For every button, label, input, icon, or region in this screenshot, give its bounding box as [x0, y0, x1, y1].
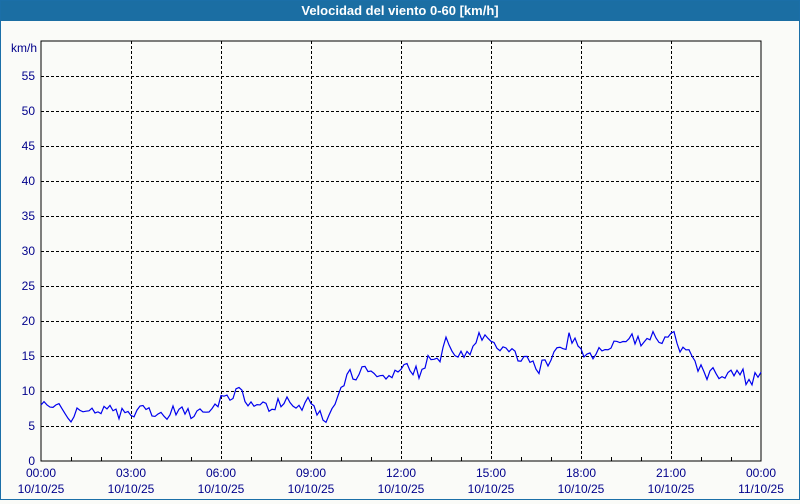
svg-text:10: 10 — [22, 384, 36, 398]
svg-text:03:00: 03:00 — [116, 466, 146, 480]
svg-text:18:00: 18:00 — [566, 466, 596, 480]
svg-text:09:00: 09:00 — [296, 466, 326, 480]
svg-text:40: 40 — [22, 174, 36, 188]
svg-text:10/10/25: 10/10/25 — [378, 482, 425, 496]
svg-text:12:00: 12:00 — [386, 466, 416, 480]
svg-text:20: 20 — [22, 314, 36, 328]
svg-text:10/10/25: 10/10/25 — [198, 482, 245, 496]
svg-text:km/h: km/h — [11, 41, 37, 55]
svg-text:15:00: 15:00 — [476, 466, 506, 480]
svg-text:11/10/25: 11/10/25 — [738, 482, 784, 496]
svg-text:10/10/25: 10/10/25 — [648, 482, 695, 496]
svg-text:15: 15 — [22, 349, 36, 363]
svg-text:10/10/25: 10/10/25 — [288, 482, 335, 496]
svg-text:00:00: 00:00 — [26, 466, 56, 480]
svg-text:45: 45 — [22, 139, 36, 153]
svg-text:25: 25 — [22, 279, 36, 293]
svg-text:00:00: 00:00 — [746, 466, 776, 480]
svg-text:50: 50 — [22, 104, 36, 118]
svg-text:55: 55 — [22, 69, 36, 83]
svg-text:10/10/25: 10/10/25 — [558, 482, 605, 496]
svg-text:10/10/25: 10/10/25 — [18, 482, 65, 496]
svg-text:5: 5 — [28, 419, 35, 433]
svg-text:06:00: 06:00 — [206, 466, 236, 480]
svg-text:21:00: 21:00 — [656, 466, 686, 480]
svg-text:10/10/25: 10/10/25 — [108, 482, 155, 496]
svg-text:30: 30 — [22, 244, 36, 258]
svg-text:35: 35 — [22, 209, 36, 223]
svg-text:10/10/25: 10/10/25 — [468, 482, 515, 496]
